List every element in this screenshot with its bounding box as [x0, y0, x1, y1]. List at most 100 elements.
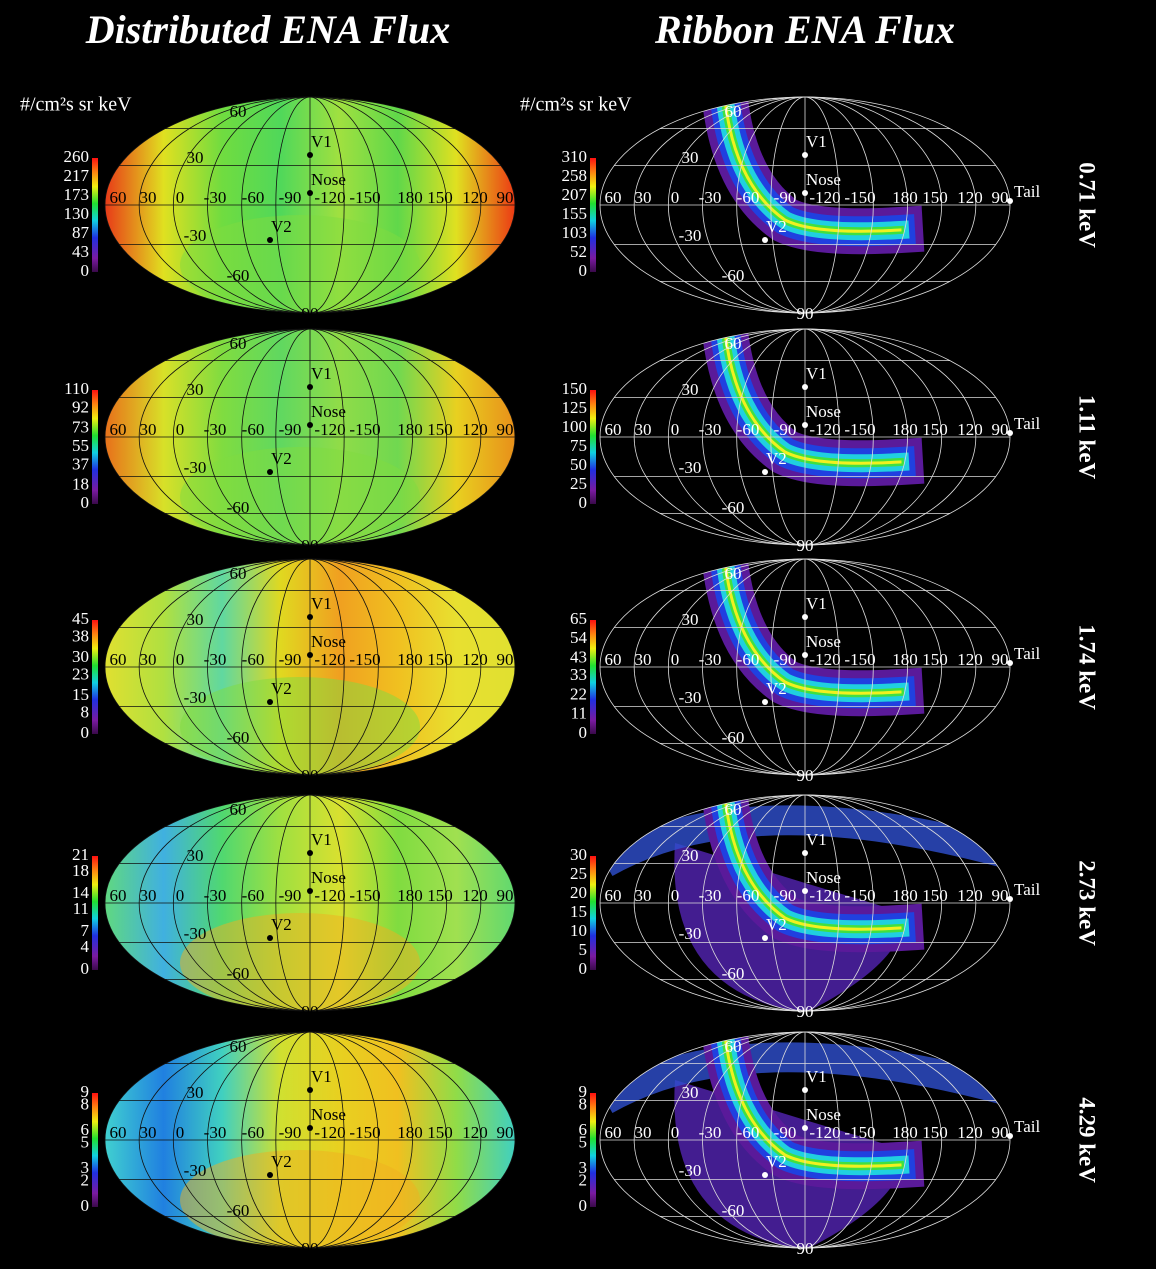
latitude-label: -60 [722, 266, 745, 285]
point-label: V1 [806, 1067, 827, 1086]
colorbar-tick-label: 217 [64, 166, 90, 185]
latitude-label: -30 [184, 688, 207, 707]
longitude-label: 120 [462, 886, 488, 905]
point-marker [307, 850, 313, 856]
longitude-label: 60 [605, 188, 622, 207]
unit-label: #/cm²s sr keV [520, 94, 632, 116]
point-label: V1 [806, 594, 827, 613]
colorbar [92, 620, 98, 734]
colorbar-tick-label: 0 [579, 959, 588, 978]
colorbar-tick-label: 3 [81, 1158, 90, 1177]
longitude-label: 0 [671, 1123, 680, 1142]
colorbar-tick-label: 0 [81, 261, 90, 280]
flux-patch [180, 913, 420, 1013]
point-label: Nose [311, 632, 346, 651]
longitude-label: 150 [922, 886, 948, 905]
colorbar [590, 1093, 596, 1207]
longitude-label: 120 [957, 1123, 983, 1142]
latitude-label: 30 [682, 148, 699, 167]
longitude-label: 60 [110, 886, 127, 905]
latitude-label: -60 [227, 498, 250, 517]
colorbar-tick-label: 150 [562, 379, 588, 398]
colorbar-tick-label: 15 [570, 902, 587, 921]
point-label: Tail [1014, 644, 1040, 663]
longitude-label: -150 [349, 650, 380, 669]
latitude-label: 90 [302, 536, 319, 555]
colorbar-tick-label: 7 [81, 921, 90, 940]
point-marker [307, 1087, 313, 1093]
longitude-label: 0 [176, 420, 185, 439]
latitude-label: 90 [302, 304, 319, 323]
longitude-label: 180 [397, 188, 423, 207]
latitude-label: 60 [230, 564, 247, 583]
latitude-label: -30 [679, 458, 702, 477]
longitude-label: 30 [140, 650, 157, 669]
longitude-label: -90 [774, 188, 797, 207]
colorbar-tick-label: 0 [81, 1196, 90, 1215]
latitude-label: -60 [227, 728, 250, 747]
flux-patch [180, 215, 420, 315]
colorbar [92, 1093, 98, 1207]
energy-label: 0.71 keV [1075, 162, 1100, 248]
point-label: Nose [311, 402, 346, 421]
longitude-label: -120 [314, 886, 345, 905]
colorbar-tick-label: 103 [562, 223, 588, 242]
point-label: V1 [311, 364, 332, 383]
longitude-label: -60 [242, 420, 265, 439]
colorbar-tick-label: 65 [570, 609, 587, 628]
colorbar-tick-label: 11 [73, 899, 89, 918]
longitude-label: 90 [992, 188, 1009, 207]
longitude-label: -60 [737, 650, 760, 669]
colorbar-tick-label: 258 [562, 166, 588, 185]
colorbar-tick-label: 18 [72, 474, 89, 493]
latitude-label: 30 [682, 846, 699, 865]
longitude-label: 120 [462, 420, 488, 439]
colorbar-tick-label: 73 [72, 417, 89, 436]
longitude-label: 180 [892, 420, 918, 439]
point-label: Tail [1014, 880, 1040, 899]
colorbar [92, 856, 98, 970]
longitude-label: -60 [737, 188, 760, 207]
point-label: V2 [766, 217, 787, 236]
longitude-label: -150 [349, 188, 380, 207]
latitude-label: 30 [682, 610, 699, 629]
latitude-label: 60 [230, 1037, 247, 1056]
longitude-label: 60 [110, 188, 127, 207]
colorbar-tick-label: 52 [570, 242, 587, 261]
longitude-label: 30 [635, 188, 652, 207]
point-label: V2 [766, 1152, 787, 1171]
point-label: Nose [806, 868, 841, 887]
longitude-label: 90 [992, 650, 1009, 669]
colorbar-tick-label: 310 [562, 147, 588, 166]
longitude-label: 90 [497, 650, 514, 669]
point-marker [762, 237, 768, 243]
latitude-label: 60 [725, 800, 742, 819]
longitude-label: -150 [844, 650, 875, 669]
colorbar-tick-label: 30 [570, 845, 587, 864]
point-marker [1007, 660, 1013, 666]
longitude-label: 150 [427, 420, 453, 439]
colorbar-tick-label: 110 [64, 379, 89, 398]
colorbar-tick-label: 0 [81, 493, 90, 512]
colorbar-tick-label: 25 [570, 864, 587, 883]
longitude-label: -150 [844, 1123, 875, 1142]
longitude-label: -60 [737, 886, 760, 905]
longitude-label: 30 [140, 420, 157, 439]
longitude-label: 30 [140, 188, 157, 207]
longitude-label: -30 [699, 188, 722, 207]
figure: Distributed ENA Flux Ribbon ENA Flux #/c… [0, 0, 1156, 1269]
latitude-label: 90 [797, 536, 814, 555]
point-marker [1007, 430, 1013, 436]
point-label: V1 [311, 132, 332, 151]
point-marker [307, 422, 313, 428]
point-marker [307, 614, 313, 620]
point-label: Nose [311, 170, 346, 189]
longitude-label: 90 [497, 420, 514, 439]
longitude-label: 150 [427, 650, 453, 669]
longitude-label: 0 [176, 886, 185, 905]
latitude-label: 90 [797, 1002, 814, 1021]
energy-label: 1.74 keV [1075, 624, 1100, 710]
longitude-label: 0 [671, 420, 680, 439]
colorbar-tick-label: 0 [579, 261, 588, 280]
point-marker [267, 1172, 273, 1178]
